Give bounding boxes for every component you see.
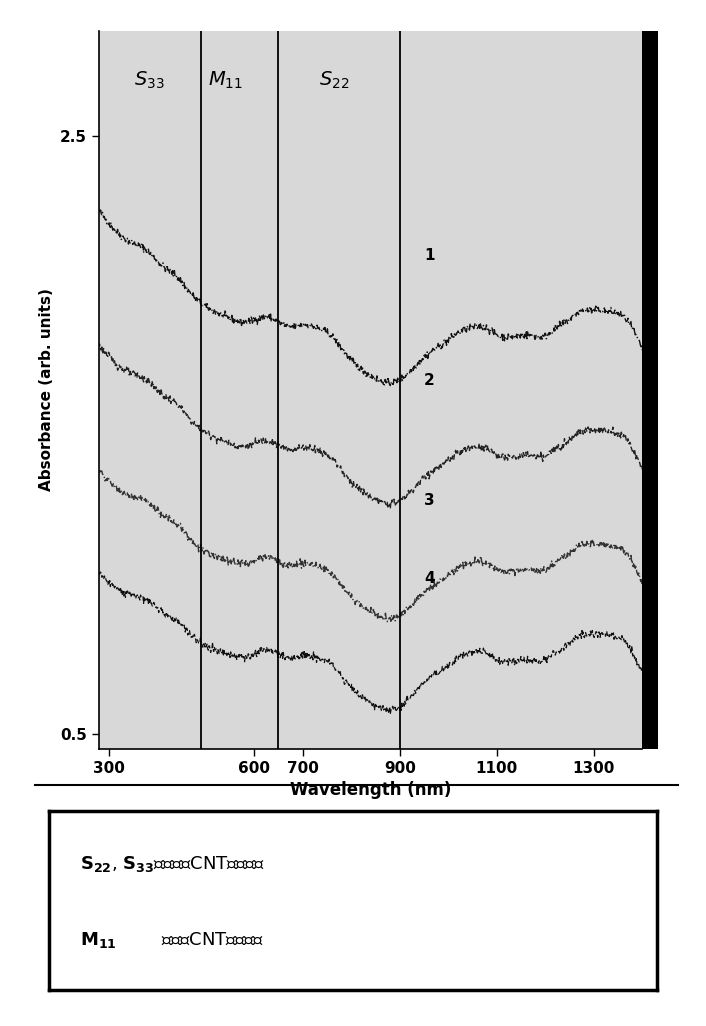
Text: 3: 3 — [424, 494, 435, 508]
Text: 2: 2 — [424, 373, 435, 389]
Text: $S_{22}$: $S_{22}$ — [319, 70, 349, 91]
Text: 1: 1 — [424, 247, 434, 263]
Text: $M_{11}$: $M_{11}$ — [208, 70, 242, 91]
X-axis label: Wavelength (nm): Wavelength (nm) — [290, 782, 451, 799]
Text: $S_{33}$: $S_{33}$ — [135, 70, 165, 91]
Text: $\mathbf{S_{22}}$, $\mathbf{S_{33}}$：半导体CNT的吸收带: $\mathbf{S_{22}}$, $\mathbf{S_{33}}$：半导体… — [80, 855, 265, 874]
Text: 4: 4 — [424, 570, 435, 586]
Y-axis label: Absorbance (arb. units): Absorbance (arb. units) — [40, 288, 54, 491]
Text: $\mathbf{M_{11}}$        ：金属CNT的吸收带: $\mathbf{M_{11}}$ ：金属CNT的吸收带 — [80, 930, 264, 950]
